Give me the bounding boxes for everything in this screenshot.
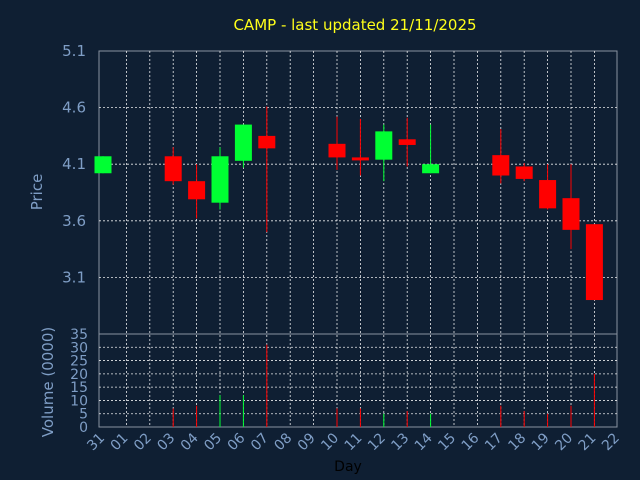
day-tick-label: 07 <box>248 430 272 454</box>
day-tick-label: 04 <box>178 430 202 454</box>
candle-body <box>164 156 182 182</box>
candle-body <box>234 124 252 161</box>
volume-tick-label: 30 <box>70 340 88 356</box>
candle-body <box>585 224 603 301</box>
day-tick-label: 19 <box>529 430 553 454</box>
candle-body <box>258 135 276 149</box>
price-tick-label: 5.1 <box>62 42 86 60</box>
day-tick-label: 06 <box>225 430 249 454</box>
price-axis-label: Price <box>28 174 46 211</box>
day-tick-label: 11 <box>342 430 366 454</box>
day-tick-label: 21 <box>576 430 600 454</box>
day-tick-label: 05 <box>201 430 225 454</box>
price-tick-label: 3.1 <box>62 268 86 286</box>
day-tick-label: 13 <box>388 430 412 454</box>
candle-body <box>515 166 533 179</box>
candle-body <box>188 181 206 200</box>
candle-body <box>375 131 393 160</box>
day-tick-label: 08 <box>271 430 295 454</box>
day-tick-label: 03 <box>154 430 178 454</box>
volume-tick-label: 5 <box>79 407 88 423</box>
day-tick-label: 10 <box>318 430 342 454</box>
day-tick-label: 16 <box>459 430 483 454</box>
day-tick-label: 12 <box>365 430 389 454</box>
volume-tick-label: 15 <box>70 380 88 396</box>
price-tick-label: 3.6 <box>62 212 86 230</box>
volume-tick-label: 35 <box>70 327 88 343</box>
candle-body <box>539 180 557 209</box>
candles <box>94 106 603 301</box>
candle-body <box>351 157 369 161</box>
volume-tick-label: 25 <box>70 354 88 370</box>
candle-body <box>211 156 229 203</box>
day-tick-label: 02 <box>131 430 155 454</box>
price-tick-label: 4.1 <box>62 155 86 173</box>
volume-bars <box>172 344 595 427</box>
candle-body <box>328 143 346 158</box>
candle-body <box>562 198 580 230</box>
price-tick-labels: 5.1 4.6 4.1 3.6 3.1 <box>62 42 86 286</box>
candle-body <box>398 139 416 145</box>
day-tick-label: 22 <box>599 430 623 454</box>
chart-title: CAMP - last updated 21/11/2025 <box>233 16 476 34</box>
day-tick-label: 09 <box>295 430 319 454</box>
candle-body <box>94 156 112 174</box>
grid-lines <box>99 51 617 427</box>
candle-body <box>422 164 440 174</box>
day-tick-label: 17 <box>482 430 506 454</box>
day-tick-label: 18 <box>505 430 529 454</box>
day-tick-labels: 31 01 02 03 04 05 06 07 08 09 10 11 12 13 14 15 16 17 18 19… <box>84 430 623 454</box>
day-tick-label: 20 <box>552 430 576 454</box>
x-axis-label: Day <box>334 459 362 475</box>
price-tick-label: 4.6 <box>62 99 86 117</box>
volume-tick-label: 0 <box>79 420 88 436</box>
volume-tick-label: 20 <box>70 367 88 383</box>
volume-tick-label: 10 <box>70 393 88 409</box>
candle-body <box>492 155 510 176</box>
volume-panel-frame <box>98 333 618 428</box>
volume-axis-label: Volume (0000) <box>39 327 57 437</box>
day-tick-label: 15 <box>435 430 459 454</box>
day-tick-label: 01 <box>108 430 132 454</box>
day-tick-label: 14 <box>412 430 436 454</box>
